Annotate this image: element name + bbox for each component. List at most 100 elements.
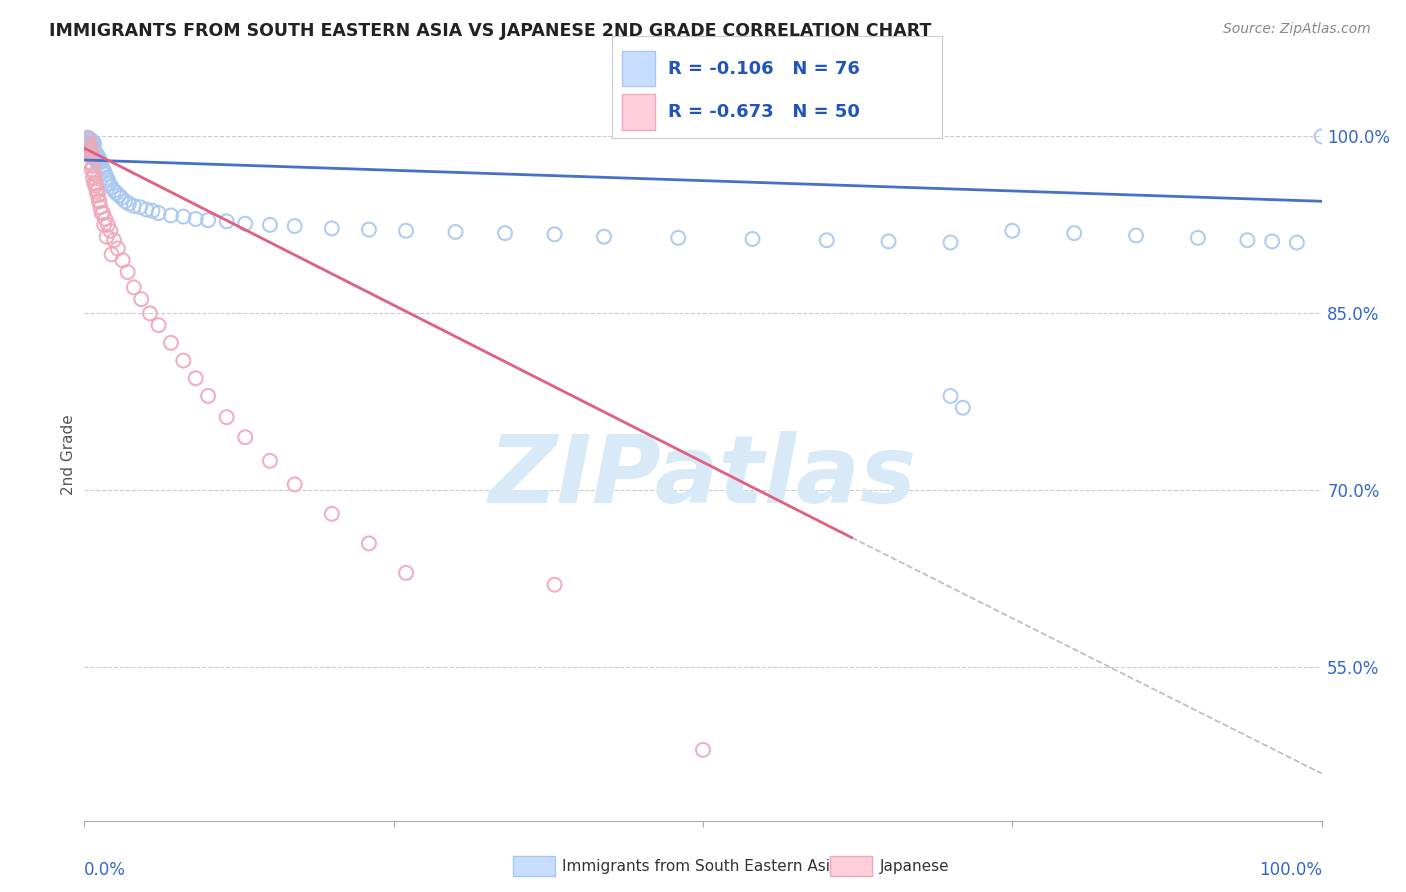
Point xyxy=(139,306,162,320)
Point xyxy=(77,147,100,161)
Point xyxy=(141,203,163,218)
Point xyxy=(87,156,110,170)
Point xyxy=(80,162,103,177)
Point xyxy=(76,136,98,150)
Point xyxy=(215,214,238,228)
Point xyxy=(741,232,763,246)
Point xyxy=(114,194,136,209)
Point xyxy=(79,138,101,153)
Point xyxy=(77,130,100,145)
Point xyxy=(82,170,104,185)
Point xyxy=(939,235,962,250)
Point xyxy=(952,401,974,415)
Point xyxy=(79,132,101,146)
Point xyxy=(91,206,114,220)
FancyBboxPatch shape xyxy=(621,51,655,87)
Text: IMMIGRANTS FROM SOUTH EASTERN ASIA VS JAPANESE 2ND GRADE CORRELATION CHART: IMMIGRANTS FROM SOUTH EASTERN ASIA VS JA… xyxy=(49,22,932,40)
Point xyxy=(122,199,145,213)
Text: R = -0.673   N = 50: R = -0.673 N = 50 xyxy=(668,103,859,120)
Point xyxy=(77,147,100,161)
Text: Source: ZipAtlas.com: Source: ZipAtlas.com xyxy=(1223,22,1371,37)
Point xyxy=(129,292,152,306)
Point xyxy=(89,155,111,169)
Point xyxy=(87,188,110,202)
Point xyxy=(233,430,256,444)
Point xyxy=(82,159,104,173)
Point xyxy=(129,200,152,214)
Point xyxy=(172,353,194,368)
Point xyxy=(197,389,219,403)
Point xyxy=(83,144,105,158)
Point xyxy=(1063,226,1085,240)
Point xyxy=(79,155,101,169)
Point xyxy=(105,186,128,200)
Point xyxy=(83,151,105,165)
Point xyxy=(357,222,380,236)
Point xyxy=(395,566,418,580)
Point xyxy=(110,191,132,205)
Point xyxy=(80,147,103,161)
Point xyxy=(82,141,104,155)
Point xyxy=(284,219,307,233)
Point xyxy=(89,152,111,166)
Point xyxy=(215,410,238,425)
Point xyxy=(84,178,107,193)
Point xyxy=(97,218,120,232)
Point xyxy=(148,206,170,220)
Point xyxy=(83,177,105,191)
Point xyxy=(89,194,111,209)
Point xyxy=(1261,235,1284,249)
Point xyxy=(118,196,141,211)
Point xyxy=(1125,228,1147,243)
Point xyxy=(321,507,343,521)
Point xyxy=(86,154,108,169)
Point xyxy=(79,144,101,158)
Point xyxy=(96,229,118,244)
Point xyxy=(80,149,103,163)
Point xyxy=(97,173,120,187)
Point xyxy=(80,140,103,154)
Point xyxy=(79,137,101,152)
Point xyxy=(98,177,121,191)
Point xyxy=(76,138,98,153)
Point xyxy=(94,211,117,226)
Point xyxy=(815,233,838,247)
Point xyxy=(79,144,101,158)
Text: R = -0.106   N = 76: R = -0.106 N = 76 xyxy=(668,60,859,78)
Point xyxy=(160,209,183,223)
Point xyxy=(91,162,114,177)
Point xyxy=(877,235,900,249)
Point xyxy=(108,188,131,202)
Point xyxy=(93,165,115,179)
Point xyxy=(259,454,281,468)
Point xyxy=(494,226,516,240)
FancyBboxPatch shape xyxy=(621,94,655,129)
Point xyxy=(87,149,110,163)
Point xyxy=(135,202,157,217)
Point xyxy=(1187,231,1209,245)
Point xyxy=(82,148,104,162)
Point xyxy=(103,184,125,198)
Point xyxy=(172,210,194,224)
Point xyxy=(98,224,121,238)
Point xyxy=(79,133,101,147)
Point xyxy=(93,218,115,232)
Point xyxy=(184,211,207,226)
Point xyxy=(593,229,616,244)
Point xyxy=(184,371,207,385)
Point xyxy=(100,180,122,194)
Point xyxy=(79,137,101,152)
Point xyxy=(94,167,117,181)
Point xyxy=(96,170,118,185)
Point xyxy=(79,145,101,159)
Point xyxy=(86,147,108,161)
Point xyxy=(82,136,104,150)
Point xyxy=(90,159,112,173)
Point xyxy=(84,145,107,160)
Point xyxy=(84,153,107,167)
Point xyxy=(117,265,139,279)
Point xyxy=(89,194,111,209)
Point xyxy=(77,132,100,146)
Text: 100.0%: 100.0% xyxy=(1258,861,1322,879)
Point xyxy=(111,253,134,268)
